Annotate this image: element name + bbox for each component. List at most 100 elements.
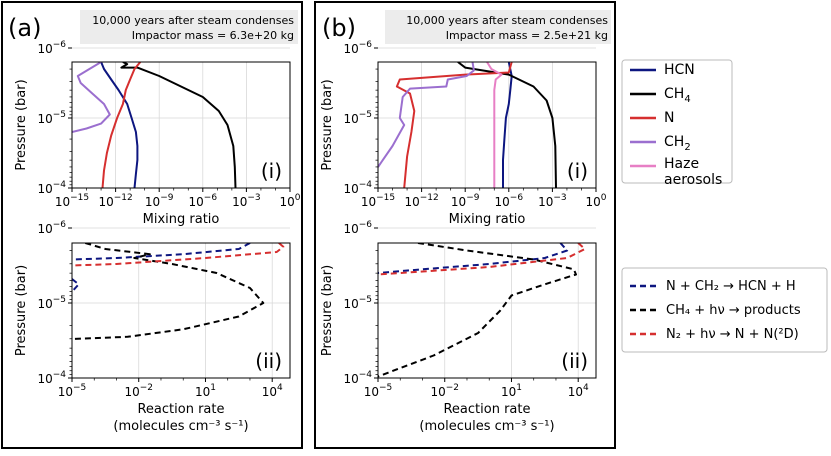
- panel-a-mass-value: 6.3e+20 kg: [230, 29, 294, 42]
- series-line-ch2: [378, 62, 475, 168]
- y-tick-label-exponent: −4: [53, 180, 67, 190]
- legend-label: Haze: [664, 156, 699, 172]
- x-tick-label: 10−3: [538, 193, 567, 209]
- x-tick-label: 10−15: [55, 193, 89, 209]
- y-tick-label-exponent: −6: [53, 220, 67, 230]
- x-tick-label-exponent: 1: [516, 383, 522, 393]
- x-axis-label: Mixing ratio: [449, 212, 526, 227]
- x-tick-label: 10−9: [451, 193, 480, 209]
- x-tick-label-exponent: −3: [247, 193, 260, 203]
- x-tick-label-exponent: −12: [420, 193, 439, 203]
- series-line-ch4: [120, 62, 237, 188]
- panel-a-annotation-box: [80, 10, 298, 44]
- series-line-ch4-hv-products: [378, 243, 577, 378]
- series-line-hcn: [502, 62, 513, 188]
- x-tick-label-exponent: −2: [446, 383, 459, 393]
- panel-a-bottom-series: [72, 243, 285, 340]
- x-tick-label-exponent: −12: [114, 193, 133, 203]
- x-tick-label-base: 10: [404, 195, 419, 209]
- reaction-legend-item: N + CH₂ → HCN + H: [630, 279, 796, 294]
- x-tick-label-base: 10: [189, 195, 204, 209]
- y-tick-label-exponent: −6: [359, 40, 373, 50]
- x-tick-label: 10−2: [430, 383, 459, 399]
- x-tick-label-base: 10: [430, 385, 445, 399]
- y-tick-label-base: 10: [343, 297, 358, 311]
- x-axis-label: Reaction rate: [443, 402, 530, 417]
- reaction-legend-label: N + CH₂ → HCN + H: [666, 279, 796, 294]
- series-line-hcn: [100, 62, 139, 188]
- reaction-legend-item: CH₄ + hν → products: [630, 303, 801, 318]
- series-line-haze-aerosols: [486, 62, 503, 188]
- y-tick-label-base: 10: [343, 372, 358, 386]
- legend-label-text: CH: [664, 134, 684, 150]
- y-tick-label: 10−6: [37, 220, 66, 236]
- x-tick-label: 100: [279, 193, 300, 209]
- x-tick-label: 100: [585, 193, 606, 209]
- legend-item: CH2: [630, 134, 691, 153]
- panel-b-label: (b): [322, 14, 356, 42]
- y-axis-label: Pressure (bar): [320, 79, 335, 170]
- y-tick-label-base: 10: [37, 372, 52, 386]
- panel-b-bottom-axes-frame: [377, 242, 597, 379]
- y-tick-label: 10−4: [343, 370, 372, 386]
- legend-label-text: Haze: [664, 156, 699, 172]
- panel-b-bottom-series: [378, 243, 586, 378]
- panel-b-annotation-line1: 10,000 years after steam condenses: [406, 14, 608, 27]
- legend-label: CH2: [664, 134, 691, 153]
- x-tick-label: 10−9: [145, 193, 174, 209]
- subplot-label: (ii): [561, 349, 588, 373]
- panel-a-top-axes-frame: [71, 61, 291, 189]
- x-tick-label-exponent: 1: [210, 383, 216, 393]
- series-line-n: [395, 62, 513, 188]
- y-tick-label-base: 10: [37, 42, 52, 56]
- x-tick-label-base: 10: [262, 385, 277, 399]
- panel-a-top-series: [72, 62, 237, 188]
- y-tick-label-exponent: −4: [359, 370, 373, 380]
- x-tick-label-base: 10: [58, 385, 73, 399]
- panel-b-mass-prefix: Impactor mass =: [446, 29, 544, 42]
- x-tick-label: 104: [262, 383, 283, 399]
- x-tick-label-exponent: −2: [140, 383, 153, 393]
- y-tick-label: 10−6: [37, 40, 66, 56]
- x-tick-label: 10−5: [364, 383, 393, 399]
- reaction-legend-label: N₂ + hν → N + N(²D): [666, 327, 799, 342]
- y-tick-label: 10−6: [343, 40, 372, 56]
- x-tick-label-base: 10: [451, 195, 466, 209]
- x-tick-label-exponent: −6: [204, 193, 218, 203]
- panel-b-annotation-box: [385, 10, 611, 44]
- series-line-ch2: [72, 62, 111, 133]
- x-tick-label: 101: [195, 383, 216, 399]
- y-tick-label-exponent: −4: [359, 180, 373, 190]
- legend-label-text: CH: [664, 86, 684, 102]
- x-tick-label-exponent: −6: [510, 193, 524, 203]
- series-line-n-ch2-hcn-h: [72, 243, 251, 261]
- legend-item: N: [630, 110, 674, 126]
- x-tick-label-exponent: 4: [583, 383, 589, 393]
- y-tick-label-exponent: −6: [359, 220, 373, 230]
- panel-b-top-axes-frame: [377, 61, 597, 189]
- x-tick-label-base: 10: [98, 195, 113, 209]
- x-tick-label-exponent: −3: [553, 193, 566, 203]
- series-line-n-ch2-hcn-h: [378, 243, 569, 274]
- legend-label: N: [664, 110, 674, 126]
- y-tick-label: 10−6: [343, 220, 372, 236]
- x-tick-label-exponent: −9: [466, 193, 480, 203]
- legend-label-text: HCN: [664, 62, 695, 78]
- x-tick-label-exponent: 0: [601, 193, 607, 203]
- panel-b-mixing-ratio-plot: 10−15 10−12 10−9 10−6 10−3 10010−610−510−4Pre…: [320, 40, 607, 227]
- panel-b-top-grid: [377, 47, 597, 189]
- panel-a-annotation-line2: Impactor mass = 6.3e+20 kg: [132, 29, 294, 42]
- x-tick-label: 10−15: [361, 193, 395, 209]
- y-tick-label-base: 10: [343, 222, 358, 236]
- x-tick-label-base: 10: [364, 385, 379, 399]
- panel-a-mixing-ratio-plot: 10−15 10−12 10−9 10−6 10−3 10010−610−510−4Pre…: [14, 40, 301, 227]
- y-tick-label-exponent: −5: [359, 295, 372, 305]
- x-tick-label-exponent: 0: [295, 193, 301, 203]
- legend-label: CH4: [664, 86, 691, 105]
- x-tick-label-exponent: −9: [160, 193, 174, 203]
- series-line-n-ch2-hcn-h-deep-branch-: [72, 278, 80, 293]
- x-tick-label-base: 10: [495, 195, 510, 209]
- x-tick-label: 10−2: [124, 383, 153, 399]
